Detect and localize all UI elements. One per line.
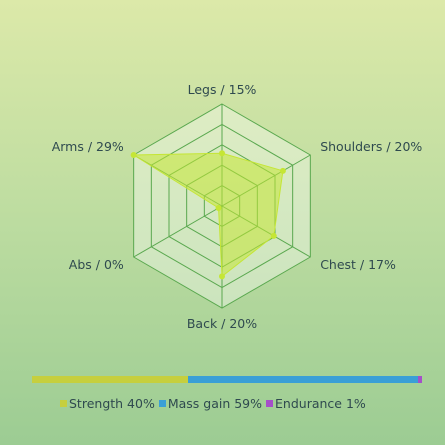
axis-labels: Legs / 15% Shoulders / 20% Chest / 17% Back… [52, 82, 423, 331]
axis-label: Chest / 17% [320, 257, 396, 272]
radar-point [219, 150, 225, 157]
split-segment [32, 376, 188, 383]
axis-label: Abs / 0% [69, 257, 124, 272]
legend-swatch [60, 400, 67, 407]
legend: Strength 40% Mass gain 59% Endurance 1% [60, 396, 370, 411]
axis-label: Arms / 29% [52, 139, 124, 154]
radar-point [130, 152, 137, 158]
legend-label: Mass gain 59% [167, 396, 263, 411]
legend-item: Strength 40% [60, 396, 155, 411]
legend-label: Endurance 1% [275, 396, 366, 411]
legend-swatch [158, 400, 166, 407]
legend-swatch [266, 400, 274, 407]
radar-point [270, 232, 277, 239]
split-segment [418, 376, 422, 383]
radar-point [219, 273, 225, 280]
radar-point [279, 167, 286, 174]
radar-series [130, 150, 286, 280]
radar-point [215, 205, 222, 211]
axis-label: Legs / 15% [188, 82, 257, 97]
split-segment [188, 376, 419, 383]
legend-label: Strength 40% [69, 396, 155, 411]
legend-item: Mass gain 59% [158, 396, 263, 411]
axis-label: Back / 20% [187, 316, 257, 331]
radar-spoke [133, 205, 223, 258]
split-bar [32, 376, 422, 383]
axis-label: Shoulders / 20% [320, 139, 422, 154]
legend-item: Endurance 1% [266, 396, 366, 411]
